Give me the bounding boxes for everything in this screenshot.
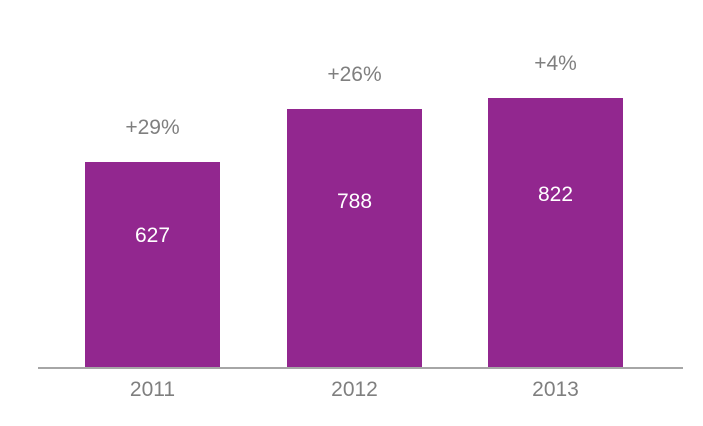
x-tick-label-2013: 2013 <box>532 378 579 401</box>
x-tick-label-2011: 2011 <box>129 378 176 401</box>
growth-label: +4% <box>534 52 577 75</box>
plot-area: +29% 627 +26% 788 +4% 822 <box>85 52 623 368</box>
bar-column-2012: +26% 788 <box>287 63 422 368</box>
bar-2011: 627 <box>85 162 220 368</box>
growth-label: +29% <box>125 116 180 139</box>
bar-2013: 822 <box>488 98 623 368</box>
bar-column-2011: +29% 627 <box>85 116 220 368</box>
x-tick-label-2012: 2012 <box>331 378 378 401</box>
bar-2012: 788 <box>287 109 422 368</box>
bar-value-label: 822 <box>537 183 574 207</box>
x-axis-line <box>38 367 683 369</box>
growth-label: +26% <box>327 63 382 86</box>
bar-column-2013: +4% 822 <box>488 52 623 368</box>
bar-value-label: 627 <box>134 224 171 248</box>
bar-value-label: 788 <box>336 190 373 214</box>
